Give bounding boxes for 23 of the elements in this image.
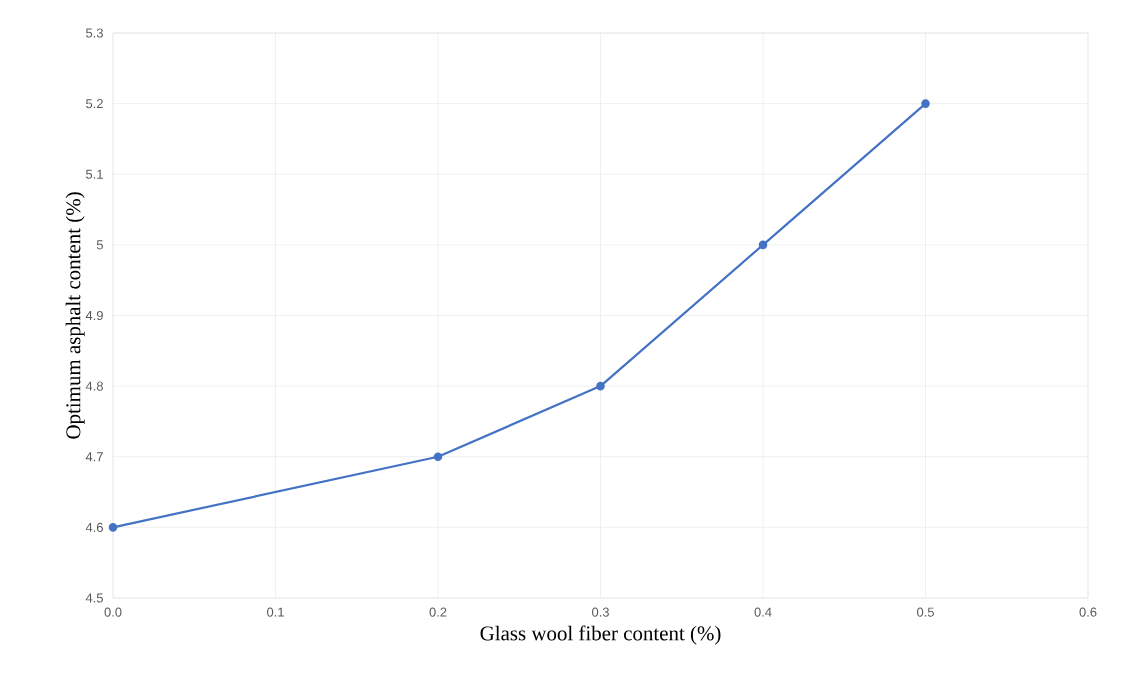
point <box>433 452 443 462</box>
x-tick-label: 0.6 <box>1079 607 1097 617</box>
y-tick-label: 5 <box>96 240 103 250</box>
point <box>596 381 605 391</box>
x-tick-label: 0.0 <box>104 607 122 617</box>
x-tick-label: 0.4 <box>754 607 772 617</box>
y-tick-label: 5.1 <box>86 169 103 179</box>
x-tick-label: 0.2 <box>429 607 447 617</box>
point <box>758 240 768 250</box>
y-tick-label: 4.7 <box>85 452 103 462</box>
x-axis-title: Glass wool fiber content (%) <box>480 625 721 645</box>
y-tick-label: 4.6 <box>85 522 103 532</box>
y-axis-title: Optimum asphalt content (%) <box>65 192 85 439</box>
point <box>108 523 118 532</box>
y-tick-label: 5.2 <box>86 99 103 109</box>
x-tick-label: 0.5 <box>917 607 934 617</box>
y-tick-label: 4.9 <box>85 310 103 321</box>
point <box>921 99 930 108</box>
x-tick-label: 0.1 <box>267 607 284 617</box>
y-tick-label: 4.8 <box>85 381 103 391</box>
y-tick-label: 4.5 <box>85 593 103 603</box>
y-tick-label: 5.3 <box>86 28 103 38</box>
x-tick-label: 0.3 <box>592 607 609 617</box>
